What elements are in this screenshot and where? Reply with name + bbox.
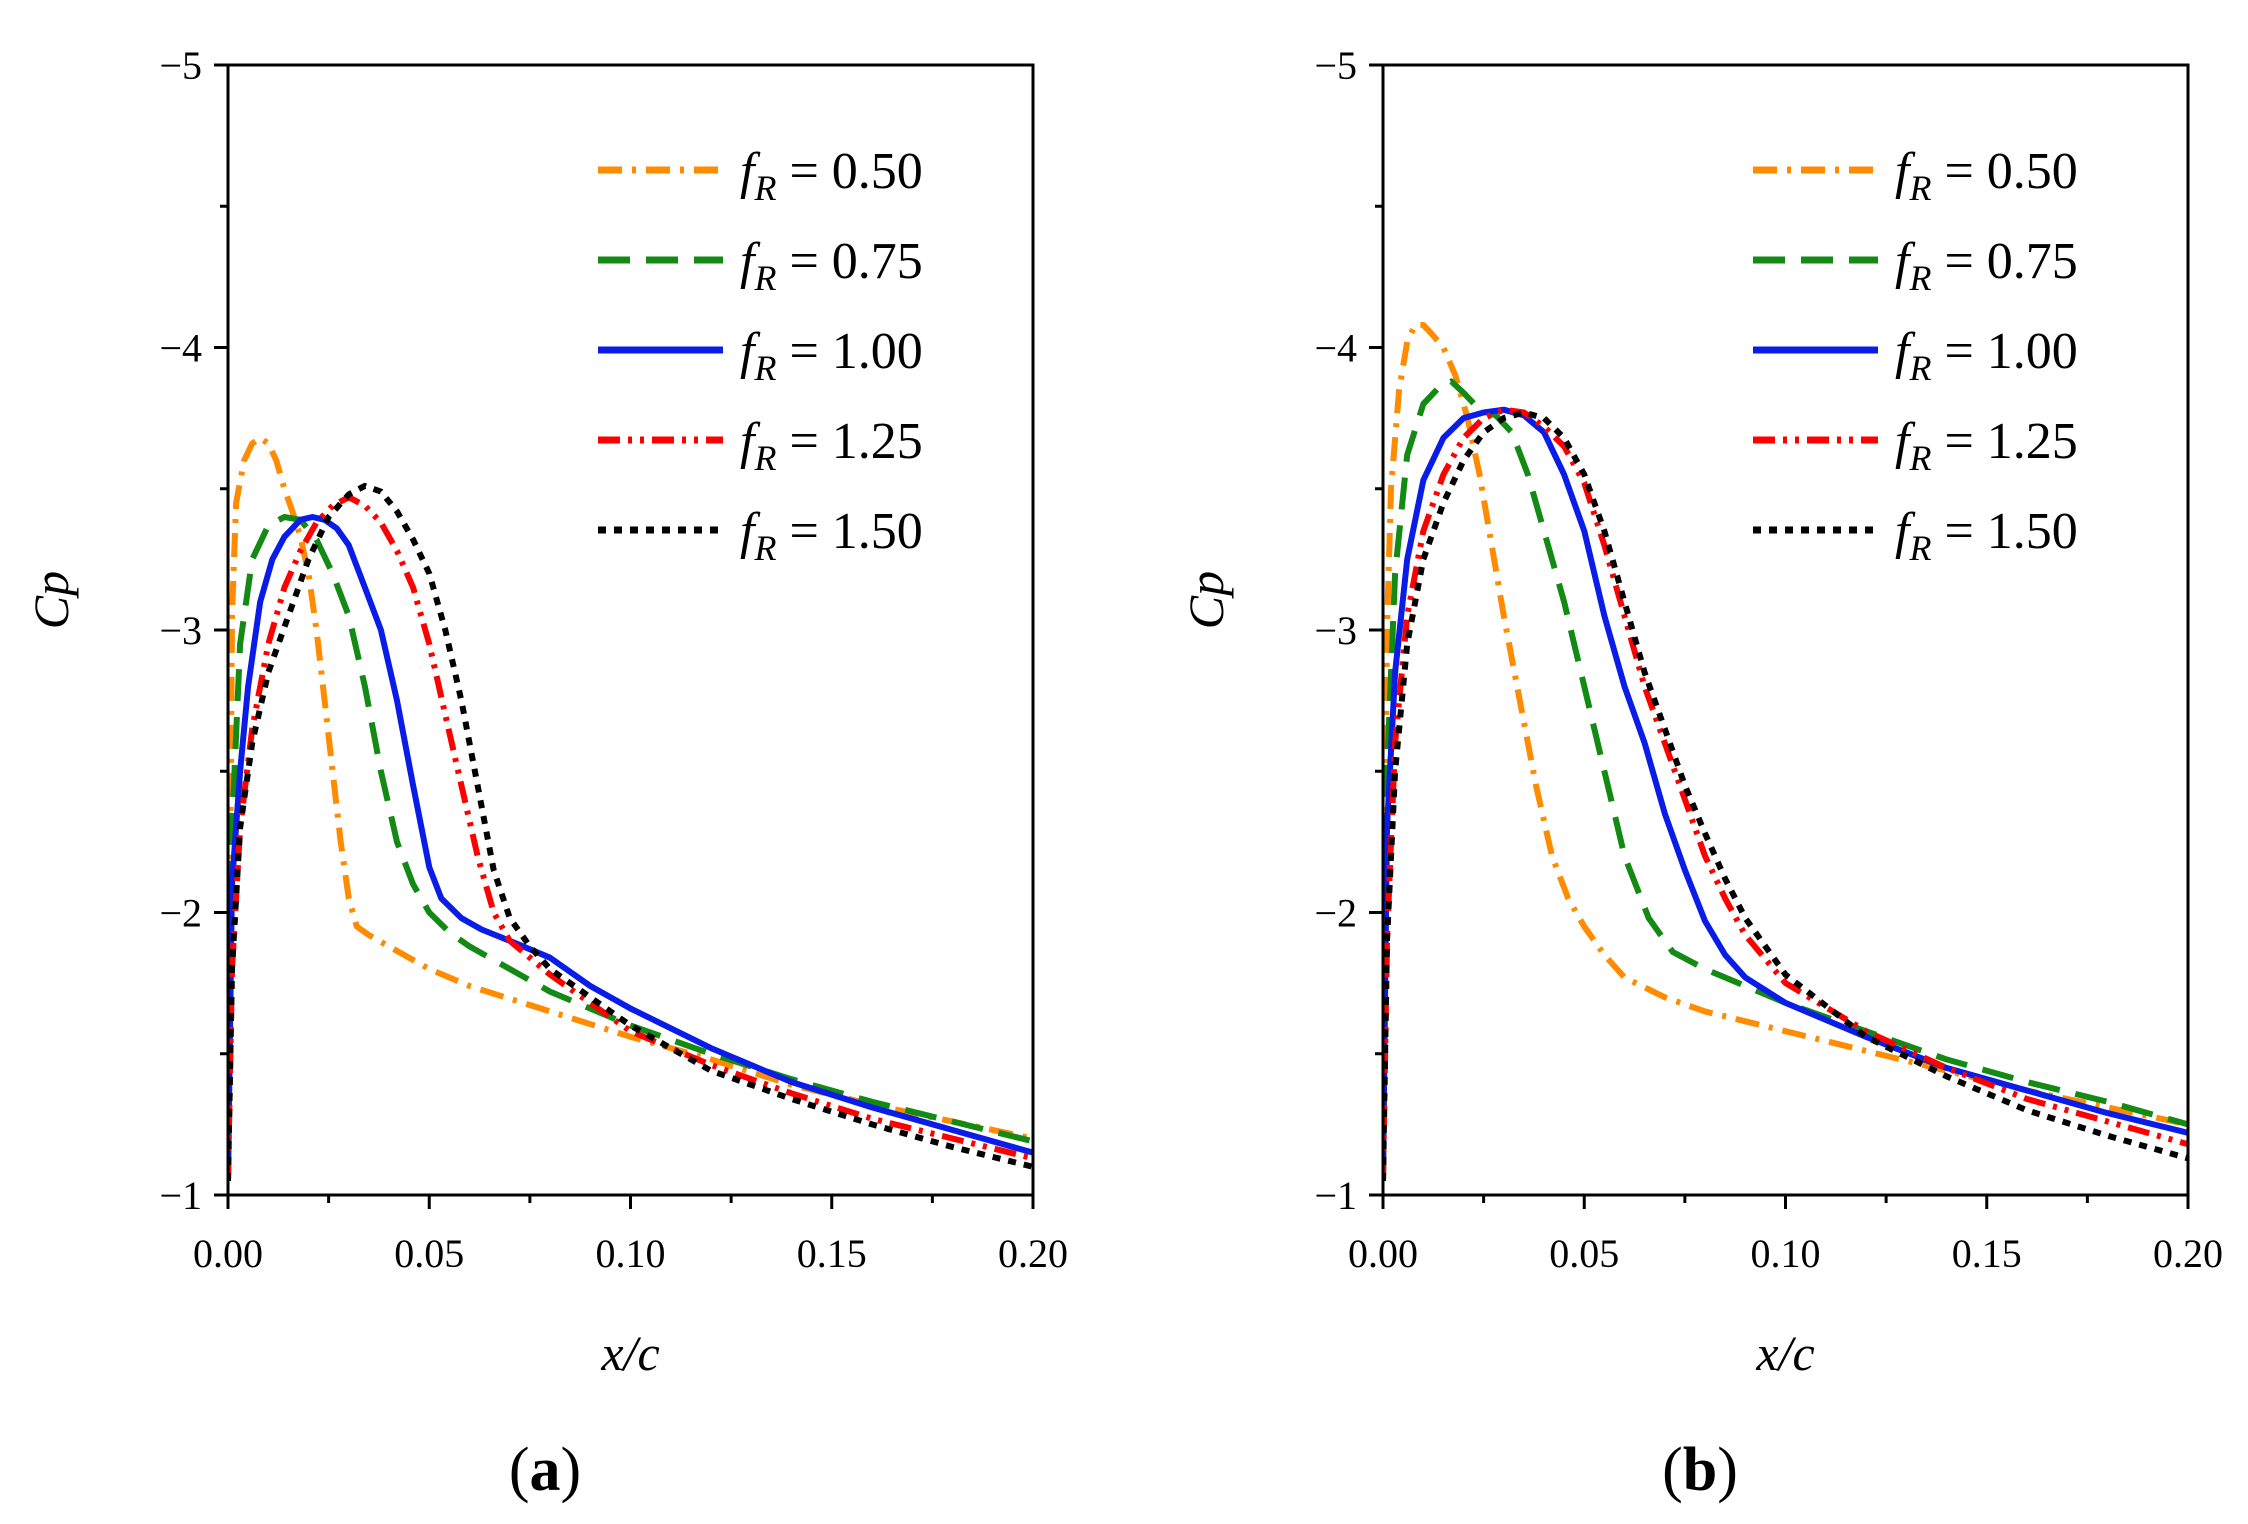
x-tick-label: 0.15 (797, 1231, 867, 1276)
series-group (228, 434, 1033, 1181)
y-tick-label: −1 (1314, 1173, 1357, 1218)
series-line-3 (1383, 406, 2188, 1181)
legend-label-1: fR = 0.50 (1895, 143, 2078, 208)
series-line-1 (1383, 321, 2188, 1181)
y-axis-title: Cp (1178, 571, 1234, 629)
y-tick-label: −5 (159, 43, 202, 88)
panel-a: 0.00 0.05 0.10 0.15 0.20 −1 −2 −3 −4 −5 x/c Cp fR = … (23, 43, 1068, 1504)
x-tick-label: 0.05 (394, 1231, 464, 1276)
x-tick-label: 0.15 (1952, 1231, 2022, 1276)
legend: fR = 0.50 fR = 0.75 fR = 1.00 fR = 1.25 fR =… (1753, 143, 2078, 568)
y-axis-title: Cp (23, 571, 79, 629)
legend: fR = 0.50 fR = 0.75 fR = 1.00 fR = 1.25 fR =… (598, 143, 923, 568)
series-line-5 (1383, 409, 2188, 1181)
series-line-2 (1383, 378, 2188, 1181)
series-line-2 (228, 514, 1033, 1181)
x-tick-label: 0.20 (998, 1231, 1068, 1276)
y-tick-label: −4 (1314, 326, 1357, 371)
x-tick-label: 0.05 (1549, 1231, 1619, 1276)
x-axis-title: x/c (600, 1325, 659, 1381)
x-tick-label: 0.00 (1348, 1231, 1418, 1276)
panel-label: (a) (509, 1436, 581, 1504)
panel-b: 0.00 0.05 0.10 0.15 0.20 −1 −2 −3 −4 −5 x/c Cp fR = … (1178, 43, 2223, 1504)
series-line-5 (228, 482, 1033, 1181)
legend-label-2: fR = 0.75 (740, 233, 923, 298)
x-tick-label: 0.00 (193, 1231, 263, 1276)
series-line-3 (228, 514, 1033, 1181)
panel-label: (b) (1662, 1436, 1738, 1504)
legend-label-5: fR = 1.50 (1895, 503, 2078, 568)
y-tick-label: −4 (159, 326, 202, 371)
y-tick-label: −1 (159, 1173, 202, 1218)
legend-label-4: fR = 1.25 (1895, 413, 2078, 478)
legend-label-3: fR = 1.00 (740, 323, 923, 388)
y-tick-label: −3 (159, 608, 202, 653)
legend-label-4: fR = 1.25 (740, 413, 923, 478)
y-tick-label: −5 (1314, 43, 1357, 88)
legend-label-5: fR = 1.50 (740, 503, 923, 568)
y-tick-label: −2 (1314, 891, 1357, 936)
x-tick-label: 0.10 (596, 1231, 666, 1276)
series-line-4 (228, 494, 1033, 1181)
series-group (1383, 321, 2188, 1181)
legend-label-2: fR = 0.75 (1895, 233, 2078, 298)
y-tick-label: −3 (1314, 608, 1357, 653)
legend-label-1: fR = 0.50 (740, 143, 923, 208)
legend-label-3: fR = 1.00 (1895, 323, 2078, 388)
x-tick-label: 0.10 (1751, 1231, 1821, 1276)
y-tick-label: −2 (159, 891, 202, 936)
x-tick-label: 0.20 (2153, 1231, 2223, 1276)
x-axis-title: x/c (1755, 1325, 1814, 1381)
